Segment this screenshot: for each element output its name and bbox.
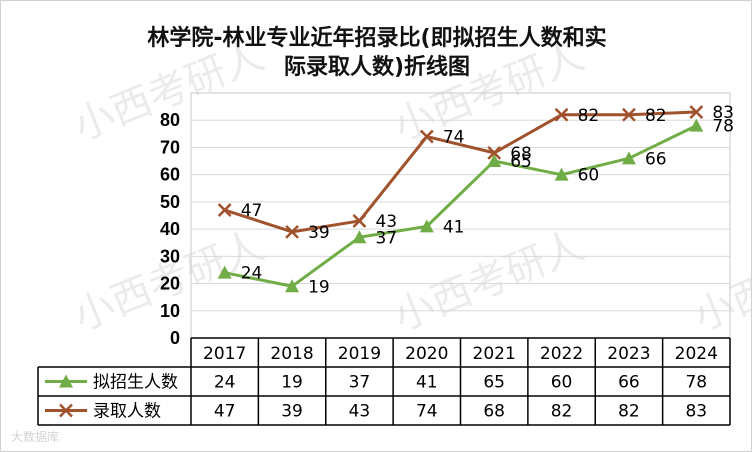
table-value: 83	[685, 402, 707, 422]
legend-label: 拟招生人数	[93, 373, 178, 393]
y-tick-label: 20	[160, 274, 180, 294]
data-label: 37	[375, 228, 397, 248]
data-label: 43	[375, 212, 397, 232]
table-value: 78	[685, 373, 707, 393]
series-layer: 24 19 37 41 65 60 66 78 47 39 43 74 68 82 82 83	[217, 103, 734, 297]
x-marker-stroke	[419, 129, 434, 144]
data-point-x	[217, 203, 232, 217]
table-value: 82	[618, 402, 640, 422]
data-point-triangle	[554, 167, 569, 181]
x-marker-stroke	[487, 146, 502, 160]
y-tick-label: 0	[170, 328, 180, 348]
category-label: 2024	[675, 344, 718, 364]
category-label: 2018	[270, 344, 313, 364]
x-marker-stroke	[285, 224, 299, 239]
data-point-triangle	[487, 154, 502, 168]
chart-title-line1: 林学院-林业专业近年招录比(即拟招生人数和实	[147, 25, 606, 51]
table-value: 65	[483, 373, 505, 393]
watermark-text: 小西考研人	[388, 223, 591, 341]
y-tick-label: 30	[160, 246, 180, 266]
table-value: 41	[416, 373, 438, 393]
watermark-text: 小西考研人	[688, 223, 752, 341]
data-point-x	[554, 107, 569, 122]
table-value: 66	[618, 373, 640, 393]
series-line-1	[224, 110, 697, 234]
category-label: 2020	[405, 344, 448, 364]
category-label: 2021	[473, 344, 516, 364]
table-value: 19	[281, 373, 303, 393]
table-value: 82	[551, 402, 573, 422]
y-tick-label: 70	[160, 137, 180, 157]
data-point-x	[689, 105, 704, 119]
data-point-x	[285, 224, 299, 239]
data-point-triangle	[419, 219, 434, 233]
y-axis: 0 10 20 30 40 50 60 70 80	[160, 110, 180, 348]
data-point-triangle	[285, 279, 300, 293]
x-marker-stroke	[554, 107, 569, 122]
category-label: 2023	[607, 344, 650, 364]
data-label: 83	[712, 103, 734, 123]
x-marker-stroke	[689, 105, 704, 119]
table-value: 43	[349, 402, 371, 422]
data-point-triangle	[689, 118, 704, 132]
watermark-small: 大数据库	[11, 429, 59, 444]
data-point-triangle	[621, 151, 636, 165]
data-label: 41	[443, 217, 465, 237]
data-label: 19	[308, 277, 330, 297]
data-point-x	[487, 146, 502, 160]
x-marker-stroke	[622, 107, 636, 122]
x-marker-stroke	[217, 203, 232, 217]
x-marker-stroke	[352, 214, 367, 228]
category-label: 2019	[338, 344, 381, 364]
data-label: 39	[308, 223, 330, 243]
y-tick-label: 60	[160, 165, 180, 185]
category-label: 2022	[540, 344, 583, 364]
table-value: 39	[281, 402, 303, 422]
data-label: 65	[510, 152, 532, 172]
data-label: 74	[443, 128, 465, 148]
y-tick-label: 40	[160, 219, 180, 239]
legend-label: 录取人数	[93, 402, 161, 422]
data-label: 66	[645, 149, 667, 169]
table-value: 47	[214, 402, 236, 422]
table-value: 37	[349, 373, 371, 393]
data-point-x	[352, 214, 367, 228]
table-value: 68	[483, 402, 505, 422]
data-point-x	[622, 107, 636, 122]
data-point-triangle	[352, 230, 367, 244]
legend-key-x	[59, 403, 73, 418]
table-value: 60	[551, 373, 573, 393]
legend-key-triangle	[59, 374, 73, 388]
data-label: 82	[645, 106, 667, 126]
y-tick-label: 10	[160, 301, 180, 321]
data-label: 82	[578, 106, 600, 126]
data-point-x	[419, 129, 434, 144]
y-tick-label: 50	[160, 192, 180, 212]
data-label: 47	[241, 201, 263, 221]
series-line-0	[224, 124, 697, 288]
data-label: 68	[510, 144, 532, 164]
table-value: 74	[416, 402, 438, 422]
data-point-triangle	[217, 265, 232, 279]
chart-title-line2: 际录取人数)折线图	[284, 54, 470, 80]
category-label: 2017	[203, 344, 246, 364]
data-label: 78	[712, 117, 734, 137]
data-label: 24	[241, 264, 263, 284]
data-table: 2017 2018 2019 2020 2021 2022 2023 2024 拟招生人数 24 1…	[37, 337, 731, 426]
y-tick-label: 80	[160, 110, 180, 130]
table-value: 24	[214, 373, 236, 393]
data-label: 60	[578, 166, 600, 186]
